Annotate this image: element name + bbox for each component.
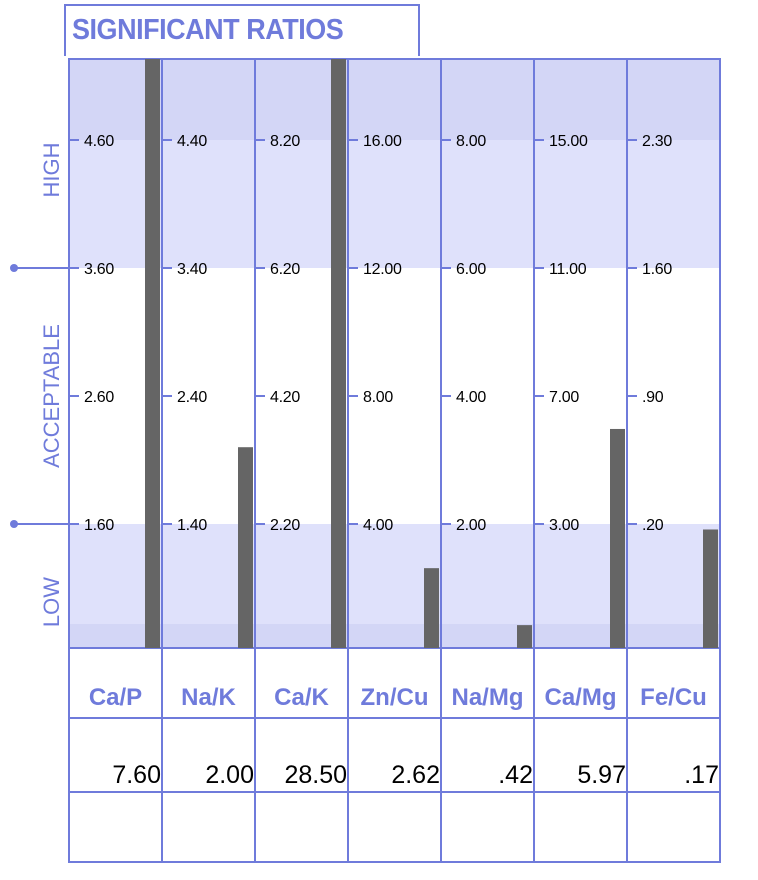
tick-label: 6.00	[456, 261, 486, 278]
title-box	[64, 4, 420, 56]
tick-label: 2.30	[642, 133, 672, 150]
category-label: Ca/Mg	[545, 684, 617, 711]
category-label: Zn/Cu	[361, 684, 429, 711]
bar-fe-cu	[703, 529, 718, 648]
tick-label: 12.00	[363, 261, 402, 278]
value-label: .17	[684, 761, 719, 789]
tick-label: 3.00	[549, 517, 579, 534]
tick-label: 3.40	[177, 261, 207, 278]
zone-marker-dot	[10, 264, 18, 272]
tick-label: 4.00	[363, 517, 393, 534]
bar-ca-p	[145, 59, 160, 648]
bar-ca-mg	[610, 428, 625, 648]
tick-label: 2.40	[177, 389, 207, 406]
tick-label: 8.20	[270, 133, 300, 150]
value-label: 7.60	[112, 761, 161, 789]
tick-label: 8.00	[363, 389, 393, 406]
tick-label: 1.60	[84, 517, 114, 534]
tick-label: 2.00	[456, 517, 486, 534]
bar-ca-k	[331, 59, 346, 648]
tick-label: 11.00	[549, 261, 587, 278]
tick-label: .20	[642, 517, 664, 534]
category-label: Fe/Cu	[640, 684, 707, 711]
chart-title: SIGNIFICANT RATIOS	[72, 14, 344, 46]
zone-marker-dot	[10, 520, 18, 528]
tick-label: 2.20	[270, 517, 300, 534]
tick-label: 1.60	[642, 261, 672, 278]
tick-label: 15.00	[549, 133, 588, 150]
tick-label: 6.20	[270, 261, 300, 278]
bar-na-k	[238, 447, 253, 648]
category-label: Na/Mg	[452, 684, 524, 711]
tick-label: 4.00	[456, 389, 486, 406]
bar-na-mg	[517, 625, 532, 648]
value-label: 2.62	[391, 761, 440, 789]
band-high-top	[69, 59, 720, 140]
band-high	[69, 140, 720, 268]
tick-label: 4.40	[177, 133, 207, 150]
tick-label: 2.60	[84, 389, 114, 406]
tick-label: 4.60	[84, 133, 114, 150]
tick-label: 3.60	[84, 261, 114, 278]
tick-label: .90	[642, 389, 664, 406]
category-label: Na/K	[181, 684, 236, 711]
category-label: Ca/P	[89, 684, 142, 711]
category-label: Ca/K	[274, 684, 329, 711]
value-label: 28.50	[284, 761, 347, 789]
zone-label-high: HIGH	[39, 143, 64, 198]
tick-label: 1.40	[177, 517, 207, 534]
bar-zn-cu	[424, 568, 439, 648]
tick-label: 4.20	[270, 389, 300, 406]
value-label: 5.97	[577, 761, 626, 789]
tick-label: 7.00	[549, 389, 579, 406]
zone-label-acceptable: ACCEPTABLE	[39, 324, 64, 468]
zone-label-low: LOW	[39, 577, 64, 627]
tick-label: 16.00	[363, 133, 402, 150]
value-label: .42	[498, 761, 533, 789]
value-label: 2.00	[205, 761, 254, 789]
tick-label: 8.00	[456, 133, 486, 150]
